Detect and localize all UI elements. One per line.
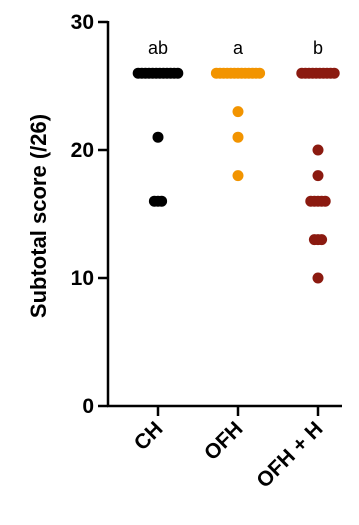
data-point: [232, 106, 244, 118]
significance-letter: a: [233, 38, 244, 58]
data-point: [319, 195, 331, 207]
x-ticks: CH OFH OFH + H: [130, 406, 328, 493]
x-tick-label: OFH + H: [252, 417, 327, 492]
y-tick-label: 0: [82, 395, 94, 418]
axes: [106, 21, 342, 408]
significance-letter: b: [313, 38, 323, 58]
data-point: [312, 272, 324, 284]
data-point: [152, 131, 164, 143]
y-ticks: 0 10 20 30: [71, 11, 108, 418]
data-point: [254, 67, 266, 79]
significance-letter: ab: [148, 38, 168, 58]
data-point: [232, 170, 244, 182]
x-tick-label: OFH: [200, 417, 248, 465]
y-tick-label: 20: [71, 139, 94, 162]
data-point: [232, 131, 244, 143]
significance-letters: ab a b: [148, 38, 323, 58]
y-tick-label: 30: [71, 11, 94, 34]
data-point: [328, 67, 340, 79]
y-axis-title: Subtotal score (/26): [26, 114, 51, 318]
data-point: [316, 234, 328, 246]
x-tick-label: CH: [130, 417, 168, 455]
data-point: [156, 195, 168, 207]
data-points: [132, 67, 340, 284]
data-point: [312, 170, 324, 182]
data-point: [172, 67, 184, 79]
data-point: [312, 144, 324, 156]
y-tick-label: 10: [71, 267, 94, 290]
